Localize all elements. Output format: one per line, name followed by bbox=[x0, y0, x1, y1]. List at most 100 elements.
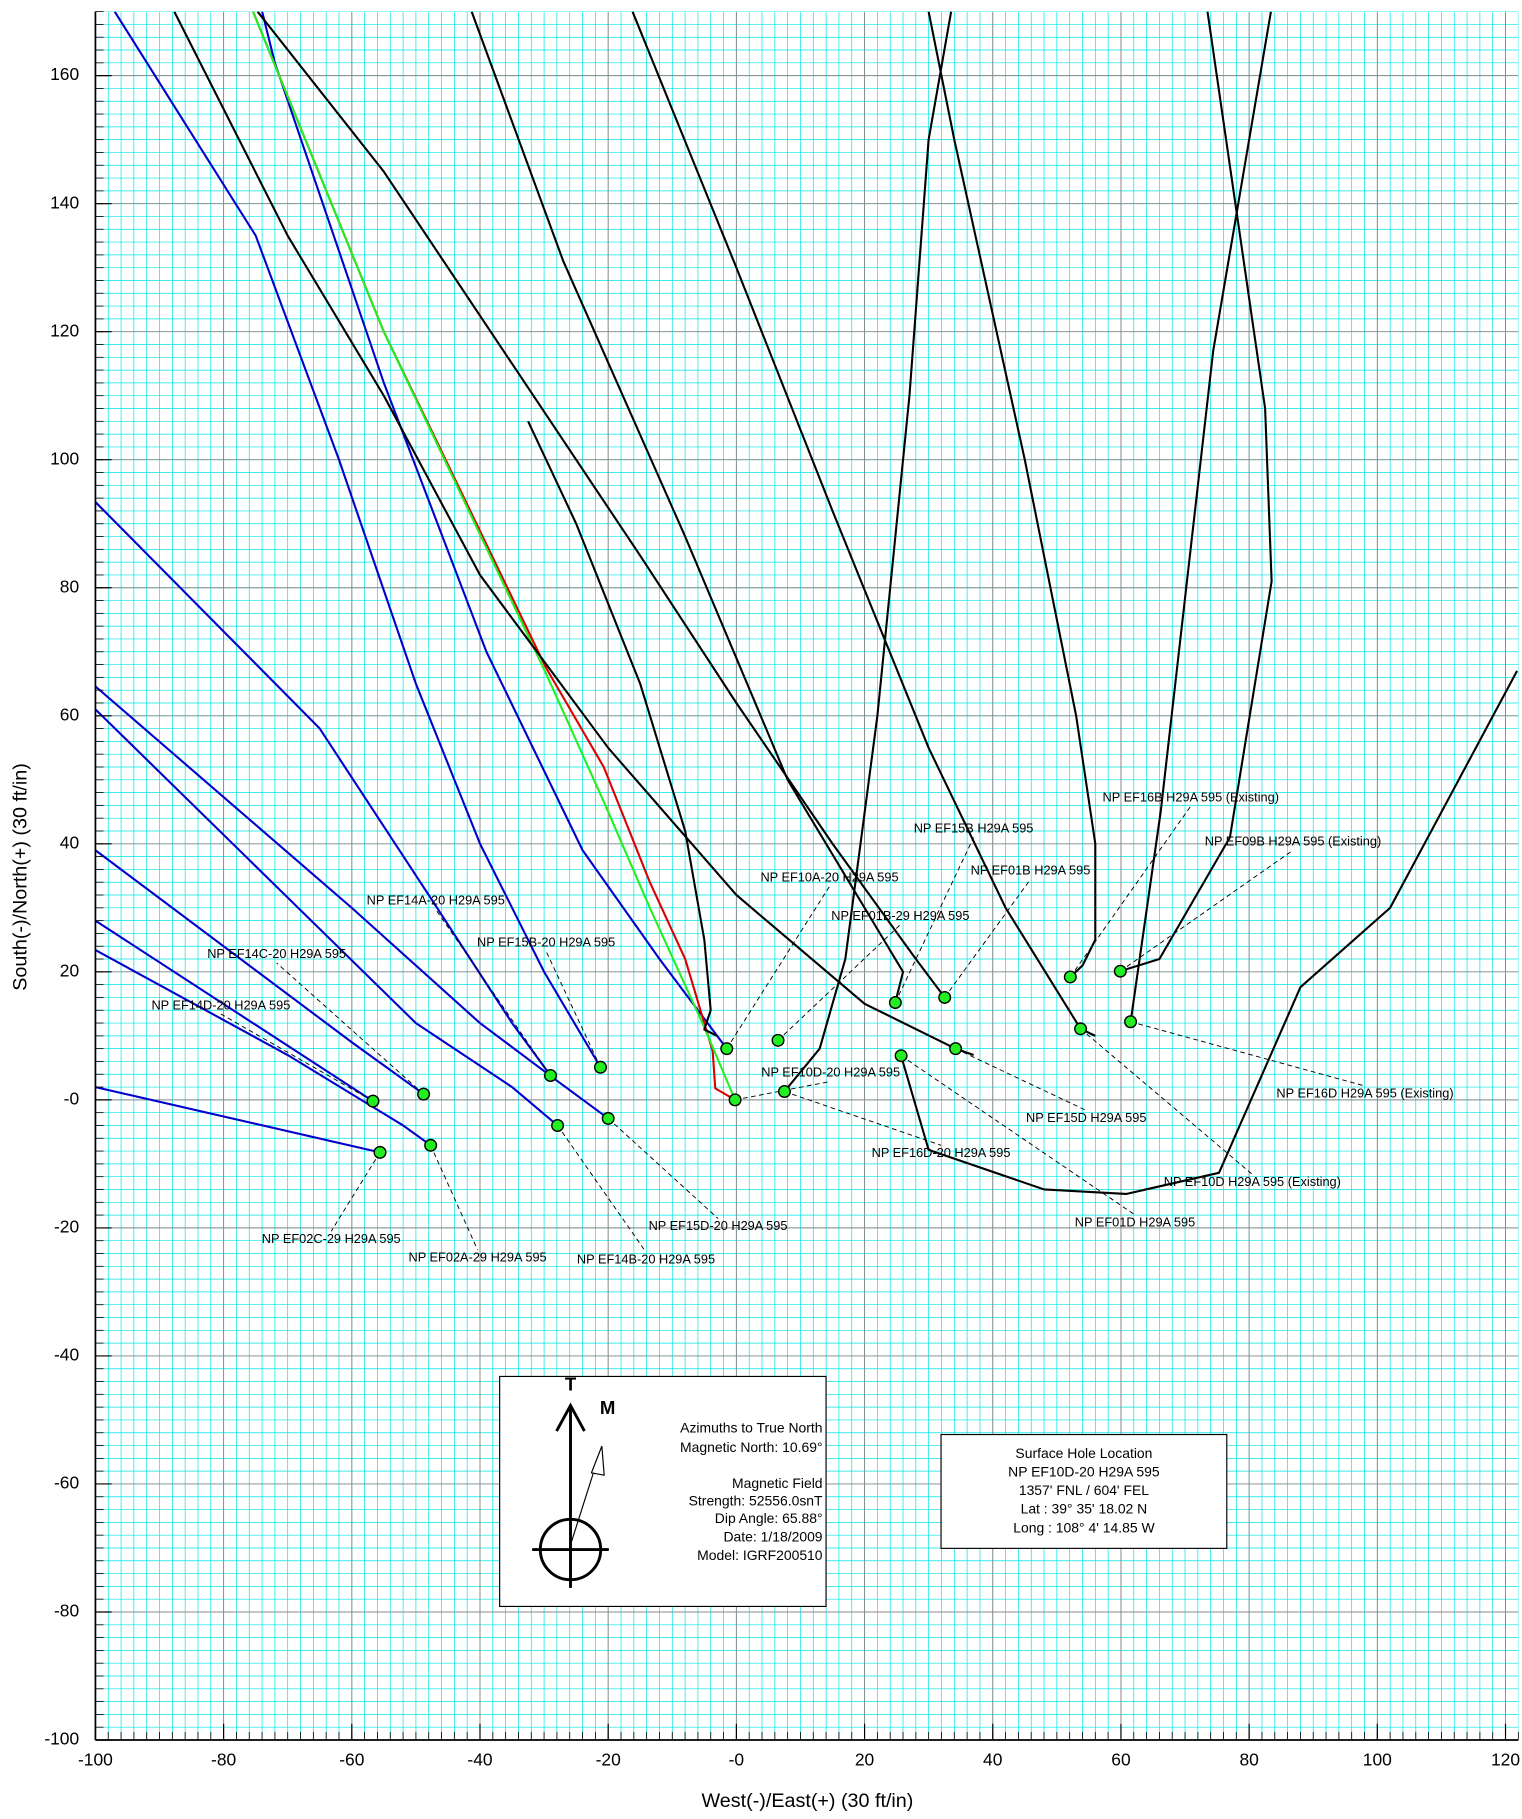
box-line: Long : 108° 4' 14.85 W bbox=[1013, 1519, 1155, 1535]
well-marker bbox=[373, 1145, 387, 1159]
well-path bbox=[470, 11, 905, 1003]
y-tick-label: 80 bbox=[60, 576, 79, 596]
box-line: 1357' FNL / 604' FEL bbox=[1019, 1482, 1149, 1498]
leader-line bbox=[1080, 1028, 1253, 1175]
leader-line bbox=[276, 962, 424, 1095]
x-tick-label: 120 bbox=[1491, 1750, 1520, 1770]
magnetic-head bbox=[590, 1445, 605, 1476]
well-label: NP EF01B-29 H29A 595 bbox=[831, 908, 969, 923]
well-marker bbox=[593, 1060, 608, 1074]
arrow-head bbox=[555, 1402, 586, 1432]
annotations: NP EF10A-20 H29A 595 NP EF01B-29 H29A 595… bbox=[151, 789, 1453, 1266]
box-line: Model: IGRF200510 bbox=[697, 1547, 823, 1563]
leader-line bbox=[435, 909, 551, 1076]
well-marker bbox=[1124, 1015, 1138, 1029]
well-label: NP EF10D-20 H29A 595 bbox=[761, 1065, 900, 1080]
well-label: NP EF02A-29 H29A 595 bbox=[409, 1249, 547, 1264]
well-path bbox=[95, 708, 559, 1127]
well-marker bbox=[720, 1042, 734, 1056]
box-line: Date: 1/18/2009 bbox=[723, 1529, 822, 1545]
y-tick-label: -20 bbox=[54, 1217, 79, 1237]
grid bbox=[95, 11, 1519, 1741]
well-label: NP EF16D-20 H29A 595 bbox=[872, 1145, 1011, 1160]
well-label: NP EF14C-20 H29A 595 bbox=[207, 946, 346, 961]
x-tick-label: -40 bbox=[467, 1750, 492, 1770]
well-label: NP EF14D-20 H29A 595 bbox=[151, 997, 290, 1012]
x-tick-label: -80 bbox=[211, 1750, 236, 1770]
well-label: NP EF14B-20 H29A 595 bbox=[577, 1252, 715, 1267]
well-marker bbox=[417, 1087, 431, 1101]
well-label: NP EF09B H29A 595 (Existing) bbox=[1205, 834, 1381, 849]
well-marker bbox=[888, 996, 902, 1010]
y-tick-label: -80 bbox=[54, 1601, 79, 1621]
box-line: Magnetic Field bbox=[732, 1475, 823, 1491]
surface-box bbox=[940, 1433, 1228, 1549]
box-line: Lat : 39° 35' 18.02 N bbox=[1021, 1501, 1148, 1517]
y-tick-label: 140 bbox=[50, 192, 79, 212]
well-label: NP EF15D-20 H29A 595 bbox=[649, 1218, 788, 1233]
y-tick-label: 40 bbox=[60, 832, 79, 852]
leader-line bbox=[430, 1145, 479, 1251]
well-path bbox=[927, 11, 1097, 978]
well-marker bbox=[949, 1042, 963, 1056]
box-line: Azimuths to True North bbox=[680, 1419, 822, 1435]
y-tick-label: -60 bbox=[54, 1473, 79, 1493]
m-label: M bbox=[600, 1397, 615, 1418]
well-label: NP EF16D H29A 595 (Existing) bbox=[1276, 1086, 1453, 1101]
x-tick-label: -0 bbox=[729, 1750, 744, 1770]
well-label: NP EF15B H29A 595 bbox=[914, 821, 1034, 836]
well-label: NP EF02C-29 H29A 595 bbox=[262, 1231, 401, 1246]
y-tick-label: -0 bbox=[64, 1088, 79, 1108]
box-line: Strength: 52556.0snT bbox=[689, 1493, 823, 1509]
x-axis-title: West(-)/East(+) (30 ft/in) bbox=[702, 1790, 914, 1812]
north-box: T M bbox=[499, 1374, 827, 1608]
leader-line bbox=[330, 1152, 381, 1232]
well-label: NP EF01B H29A 595 bbox=[971, 863, 1091, 878]
box-line: Magnetic North: 10.69° bbox=[680, 1439, 823, 1455]
leader-line bbox=[607, 1118, 719, 1219]
well-path bbox=[252, 11, 737, 1101]
well-path bbox=[1129, 11, 1272, 1022]
well-marker bbox=[894, 1049, 908, 1063]
well-path bbox=[95, 919, 374, 1103]
well-marker bbox=[1113, 964, 1127, 978]
leader-line bbox=[1069, 805, 1192, 978]
y-tick-label: -100 bbox=[44, 1729, 79, 1749]
y-axis-title: South(-)/North(+) (30 ft/in) bbox=[9, 763, 31, 991]
well-label: NP EF16B H29A 595 (Existing) bbox=[1103, 789, 1279, 804]
well-path bbox=[95, 685, 609, 1120]
leader-line bbox=[777, 924, 901, 1041]
x-tick-label: -100 bbox=[78, 1750, 113, 1770]
leader-line bbox=[557, 1125, 647, 1253]
x-tick-label: -60 bbox=[339, 1750, 364, 1770]
x-tick-label: 80 bbox=[1239, 1750, 1258, 1770]
well-marker bbox=[1063, 970, 1077, 984]
well-label: NP EF14A-20 H29A 595 bbox=[367, 893, 505, 908]
leader-line bbox=[900, 1055, 1136, 1216]
x-tick-label: 20 bbox=[855, 1750, 874, 1770]
well-path bbox=[95, 1086, 381, 1154]
y-tick-label: 20 bbox=[60, 960, 79, 980]
well-path bbox=[113, 11, 602, 1068]
box-line: Surface Hole Location bbox=[1015, 1445, 1152, 1461]
well-path bbox=[256, 11, 946, 999]
well-marker bbox=[551, 1118, 565, 1132]
x-tick-label: 100 bbox=[1363, 1750, 1392, 1770]
well-marker bbox=[771, 1033, 785, 1047]
y-tick-label: 120 bbox=[50, 320, 79, 340]
y-tick-label: 60 bbox=[60, 704, 79, 724]
y-tick-label: 160 bbox=[50, 64, 79, 84]
x-tick-label: 60 bbox=[1111, 1750, 1130, 1770]
well-path bbox=[95, 501, 552, 1077]
well-label: NP EF10A-20 H29A 595 bbox=[760, 870, 898, 885]
well-label: NP EF15B-20 H29A 595 bbox=[477, 935, 615, 950]
y-tick-label: -40 bbox=[54, 1345, 79, 1365]
y-tick-label: 100 bbox=[50, 448, 79, 468]
well-label: NP EF10D H29A 595 (Existing) bbox=[1164, 1174, 1341, 1189]
well-marker bbox=[777, 1085, 791, 1099]
well-marker bbox=[601, 1111, 615, 1125]
well-path bbox=[1119, 11, 1273, 973]
well-paths bbox=[95, 11, 1518, 1196]
x-tick-label: -20 bbox=[596, 1750, 621, 1770]
